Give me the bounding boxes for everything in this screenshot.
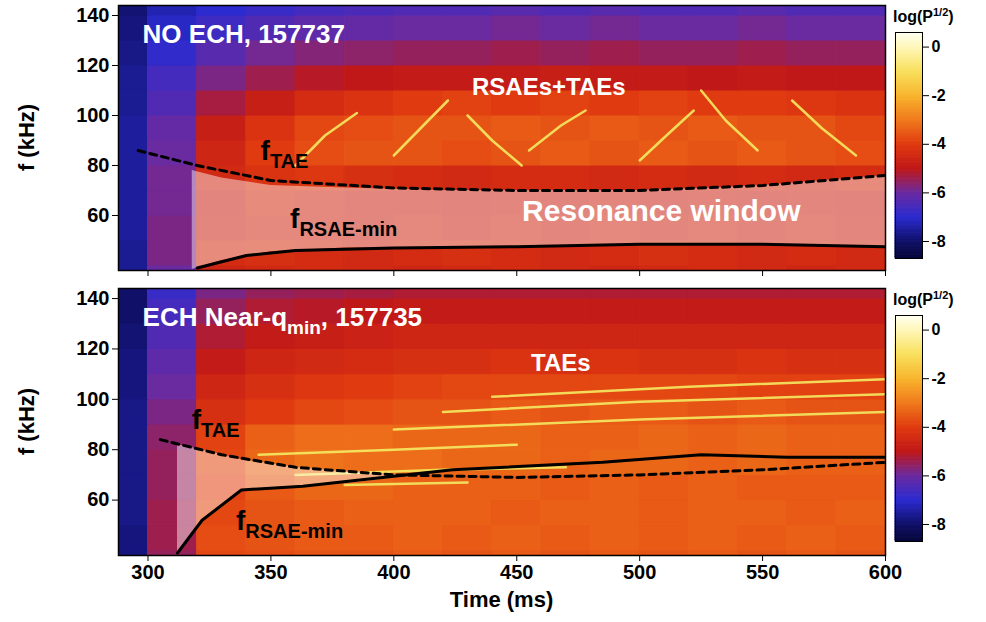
svg-text:ECH Near-qmin, 157735: ECH Near-qmin, 157735	[143, 302, 422, 338]
svg-text:NO ECH, 157737: NO ECH, 157737	[143, 19, 345, 49]
svg-text:500: 500	[623, 561, 656, 583]
svg-text:fTAE: fTAE	[192, 404, 240, 441]
svg-text:600: 600	[869, 561, 902, 583]
svg-text:f (kHz): f (kHz)	[14, 388, 39, 455]
svg-text:140: 140	[76, 4, 109, 26]
svg-text:100: 100	[76, 104, 109, 126]
svg-text:450: 450	[500, 561, 533, 583]
svg-text:-6: -6	[932, 184, 946, 201]
svg-text:300: 300	[131, 561, 164, 583]
svg-text:log(P1/2): log(P1/2)	[893, 6, 954, 25]
svg-text:80: 80	[87, 154, 109, 176]
svg-text:-4: -4	[932, 135, 946, 152]
svg-text:fTAE: fTAE	[261, 135, 309, 172]
svg-text:log(P1/2): log(P1/2)	[893, 289, 954, 308]
svg-text:0: 0	[932, 321, 941, 338]
svg-text:-2: -2	[932, 370, 946, 387]
svg-text:-8: -8	[932, 516, 946, 533]
svg-text:Resonance window: Resonance window	[522, 194, 801, 227]
svg-text:fRSAE-min: fRSAE-min	[290, 203, 397, 240]
svg-text:60: 60	[87, 204, 109, 226]
svg-text:-4: -4	[932, 418, 946, 435]
svg-text:RSAEs+TAEs: RSAEs+TAEs	[472, 73, 626, 100]
svg-text:-8: -8	[932, 233, 946, 250]
svg-text:-2: -2	[932, 87, 946, 104]
svg-text:100: 100	[76, 388, 109, 410]
svg-text:140: 140	[76, 287, 109, 309]
svg-text:f (kHz): f (kHz)	[14, 104, 39, 171]
svg-text:400: 400	[377, 561, 410, 583]
svg-text:550: 550	[746, 561, 779, 583]
svg-text:80: 80	[87, 438, 109, 460]
svg-text:fRSAE-min: fRSAE-min	[236, 505, 343, 542]
svg-text:120: 120	[76, 337, 109, 359]
svg-text:Time (ms): Time (ms)	[450, 587, 554, 612]
svg-text:120: 120	[76, 54, 109, 76]
svg-text:0: 0	[932, 38, 941, 55]
svg-text:-6: -6	[932, 467, 946, 484]
svg-text:TAEs: TAEs	[531, 349, 591, 376]
svg-text:60: 60	[87, 488, 109, 510]
svg-text:350: 350	[254, 561, 287, 583]
